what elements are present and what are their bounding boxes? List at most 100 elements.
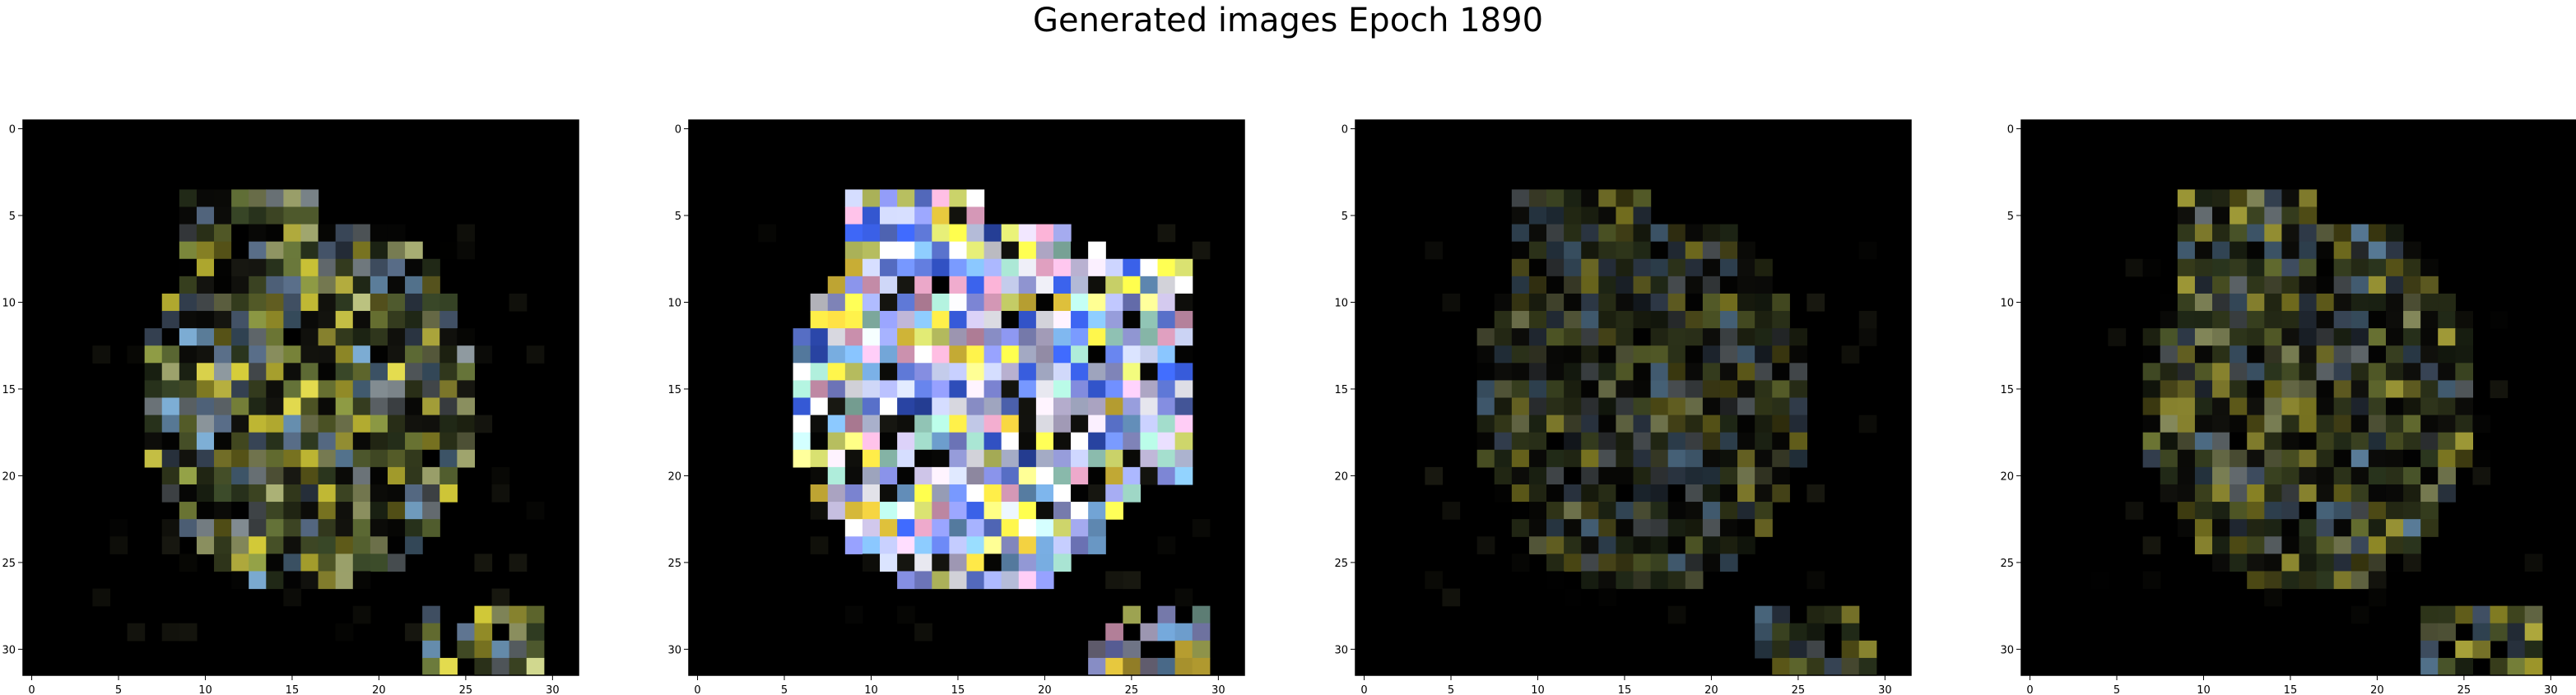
- image-pixel: [370, 397, 388, 416]
- image-pixel: [2403, 311, 2421, 329]
- image-pixel: [2299, 276, 2318, 294]
- image-pixel: [387, 241, 406, 260]
- image-pixel: [1702, 554, 1721, 572]
- image-pixel: [983, 363, 1002, 381]
- image-pixel: [1755, 502, 1773, 520]
- image-pixel: [2368, 397, 2387, 416]
- image-pixel: [1667, 519, 1686, 537]
- image-pixel: [1667, 502, 1686, 520]
- image-pixel: [827, 432, 846, 451]
- image-pixel: [422, 449, 440, 468]
- image-pixel: [844, 293, 863, 312]
- image-pixel: [2333, 519, 2352, 537]
- image-pixel: [1511, 345, 1530, 364]
- image-pixel: [283, 311, 302, 329]
- image-pixel: [214, 363, 232, 381]
- image-pixel: [862, 536, 881, 554]
- image-pixel: [2316, 241, 2335, 260]
- image-pixel: [1140, 345, 1159, 364]
- y-tick-label: 5: [2007, 211, 2014, 223]
- image-pixel: [914, 345, 932, 364]
- image-pixel: [2177, 328, 2196, 346]
- image-pixel: [1841, 657, 1860, 676]
- image-pixel: [2212, 519, 2230, 537]
- image-pixel: [2316, 554, 2335, 572]
- image-pixel: [1772, 466, 1790, 485]
- image-pixel: [1546, 536, 1565, 554]
- image-pixel: [2368, 449, 2387, 468]
- image-pixel: [1174, 397, 1193, 416]
- image-pixel: [300, 502, 319, 520]
- image-pixel: [405, 623, 423, 642]
- image-pixel: [880, 258, 898, 277]
- image-pixel: [2490, 380, 2509, 399]
- image-pixel: [2420, 258, 2439, 277]
- image-pixel: [439, 241, 458, 260]
- image-pixel: [2524, 657, 2543, 676]
- image-pixel: [1598, 502, 1616, 520]
- image-pixel: [2230, 224, 2248, 243]
- image-pixel: [2281, 380, 2300, 399]
- figure-title: Generated images Epoch 1890: [1032, 2, 1544, 39]
- image-pixel: [966, 276, 985, 294]
- image-pixel: [1528, 380, 1547, 399]
- image-pixel: [1157, 536, 1176, 554]
- image-pixel: [1140, 276, 1159, 294]
- image-pixel: [1598, 466, 1616, 485]
- image-pixel: [810, 380, 829, 399]
- image-pixel: [2247, 293, 2265, 312]
- image-pixel: [810, 397, 829, 416]
- image-pixel: [2385, 466, 2404, 485]
- image-pixel: [1858, 415, 1877, 433]
- image-pixel: [1598, 206, 1616, 225]
- image-pixel: [844, 397, 863, 416]
- image-pixel: [1633, 571, 1652, 590]
- image-pixel: [161, 345, 180, 364]
- image-pixel: [1564, 466, 1582, 485]
- image-pixel: [2368, 571, 2387, 590]
- image-pixel: [983, 258, 1002, 277]
- image-pixel: [1755, 415, 1773, 433]
- image-pixel: [1685, 466, 1704, 485]
- image-pixel: [196, 293, 215, 312]
- image-pixel: [92, 588, 111, 607]
- image-pixel: [1633, 258, 1652, 277]
- image-pixel: [1685, 536, 1704, 554]
- image-pixel: [1157, 623, 1176, 642]
- image-pixel: [2524, 605, 2543, 624]
- image-pixel: [318, 484, 337, 503]
- image-pixel: [2472, 449, 2491, 468]
- image-pixel: [1737, 345, 1755, 364]
- image-pixel: [2160, 397, 2178, 416]
- image-pixel: [2247, 571, 2265, 590]
- x-tick-label: 30: [546, 684, 560, 695]
- image-pixel: [2420, 657, 2439, 676]
- image-pixel: [196, 484, 215, 503]
- image-pixel: [2160, 345, 2178, 364]
- image-pixel: [1564, 241, 1582, 260]
- image-pixel: [2299, 554, 2318, 572]
- image-pixel: [1511, 449, 1530, 468]
- image-pixel: [387, 536, 406, 554]
- image-pixel: [897, 449, 915, 468]
- image-pixel: [844, 380, 863, 399]
- image-pixel: [300, 311, 319, 329]
- image-pixel: [2177, 432, 2196, 451]
- image-pixel: [214, 241, 232, 260]
- image-pixel: [161, 293, 180, 312]
- image-pixel: [1667, 605, 1686, 624]
- image-pixel: [862, 311, 881, 329]
- image-pixel: [914, 328, 932, 346]
- image-pixel: [827, 502, 846, 520]
- image-pixel: [161, 449, 180, 468]
- image-pixel: [827, 363, 846, 381]
- image-pixel: [1035, 571, 1054, 590]
- image-pixel: [2420, 276, 2439, 294]
- image-pixel: [1035, 502, 1054, 520]
- image-pixel: [231, 363, 249, 381]
- image-pixel: [1616, 554, 1634, 572]
- image-pixel: [1140, 258, 1159, 277]
- image-pixel: [1667, 449, 1686, 468]
- image-pixel: [422, 623, 440, 642]
- image-pixel: [370, 554, 388, 572]
